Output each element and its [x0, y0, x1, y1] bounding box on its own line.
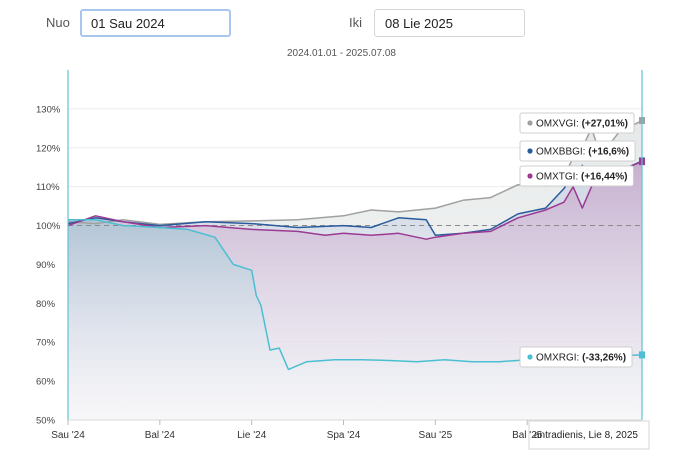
date-range-text: 2024.01.01 - 2025.07.08 — [287, 48, 396, 59]
legend-dot — [527, 120, 533, 126]
x-tick-label: Lie '24 — [237, 430, 267, 441]
legend-dot — [527, 148, 533, 154]
tooltip-date: antradienis, Lie 8, 2025 — [528, 420, 650, 450]
svg-text:OMXRGI: (-33,26%): OMXRGI: (-33,26%) — [536, 353, 626, 364]
series-change: (+16,6%) — [588, 147, 629, 158]
y-tick-label: 100% — [36, 221, 61, 232]
series-name: OMXTGI: — [536, 172, 581, 183]
series-label-omxbbgi: OMXBBGI: (+16,6%) — [519, 140, 636, 162]
y-tick-label: 50% — [36, 416, 56, 427]
series-label-omxtgi: OMXTGI: (+16,44%) — [519, 165, 634, 187]
series-name: OMXBBGI: — [536, 147, 588, 158]
svg-text:OMXBBGI: (+16,6%): OMXBBGI: (+16,6%) — [536, 147, 629, 158]
legend-dot — [527, 173, 533, 179]
area-omxrgi — [68, 219, 642, 420]
series-change: (-33,26%) — [582, 353, 626, 364]
y-tick-label: 120% — [36, 143, 61, 154]
y-tick-label: 90% — [36, 260, 56, 271]
y-tick-label: 60% — [36, 377, 56, 388]
legend-dot — [527, 354, 533, 360]
x-tick-label: Sau '25 — [419, 430, 453, 441]
to-label: Iki — [349, 15, 362, 30]
series-name: OMXVGI: — [536, 119, 582, 130]
to-date-input[interactable]: 08 Lie 2025 — [374, 9, 525, 37]
series-label-omxrgi: OMXRGI: (-33,26%) — [519, 346, 633, 368]
from-label: Nuo — [46, 15, 70, 30]
y-tick-label: 130% — [36, 104, 61, 115]
series-change: (+27,01%) — [582, 119, 628, 130]
y-tick-label: 80% — [36, 299, 56, 310]
x-tick-label: Bal '24 — [145, 430, 176, 441]
series-name: OMXRGI: — [536, 353, 582, 364]
y-tick-label: 70% — [36, 338, 56, 349]
svg-text:OMXVGI: (+27,01%): OMXVGI: (+27,01%) — [536, 119, 628, 130]
from-date-input[interactable]: 01 Sau 2024 — [80, 9, 231, 37]
x-tick-label: Spa '24 — [327, 430, 361, 441]
x-tick-label: Bal '25 — [512, 430, 543, 441]
y-tick-label: 110% — [36, 182, 60, 193]
svg-text:OMXTGI: (+16,44%): OMXTGI: (+16,44%) — [536, 172, 627, 183]
line-omxtgi — [67, 160, 643, 240]
x-tick-label: Sau '24 — [51, 430, 85, 441]
tooltip-date-text: antradienis, Lie 8, 2025 — [534, 430, 638, 441]
series-label-omxvgi: OMXVGI: (+27,01%) — [519, 112, 635, 134]
series-change: (+16,44%) — [581, 172, 627, 183]
